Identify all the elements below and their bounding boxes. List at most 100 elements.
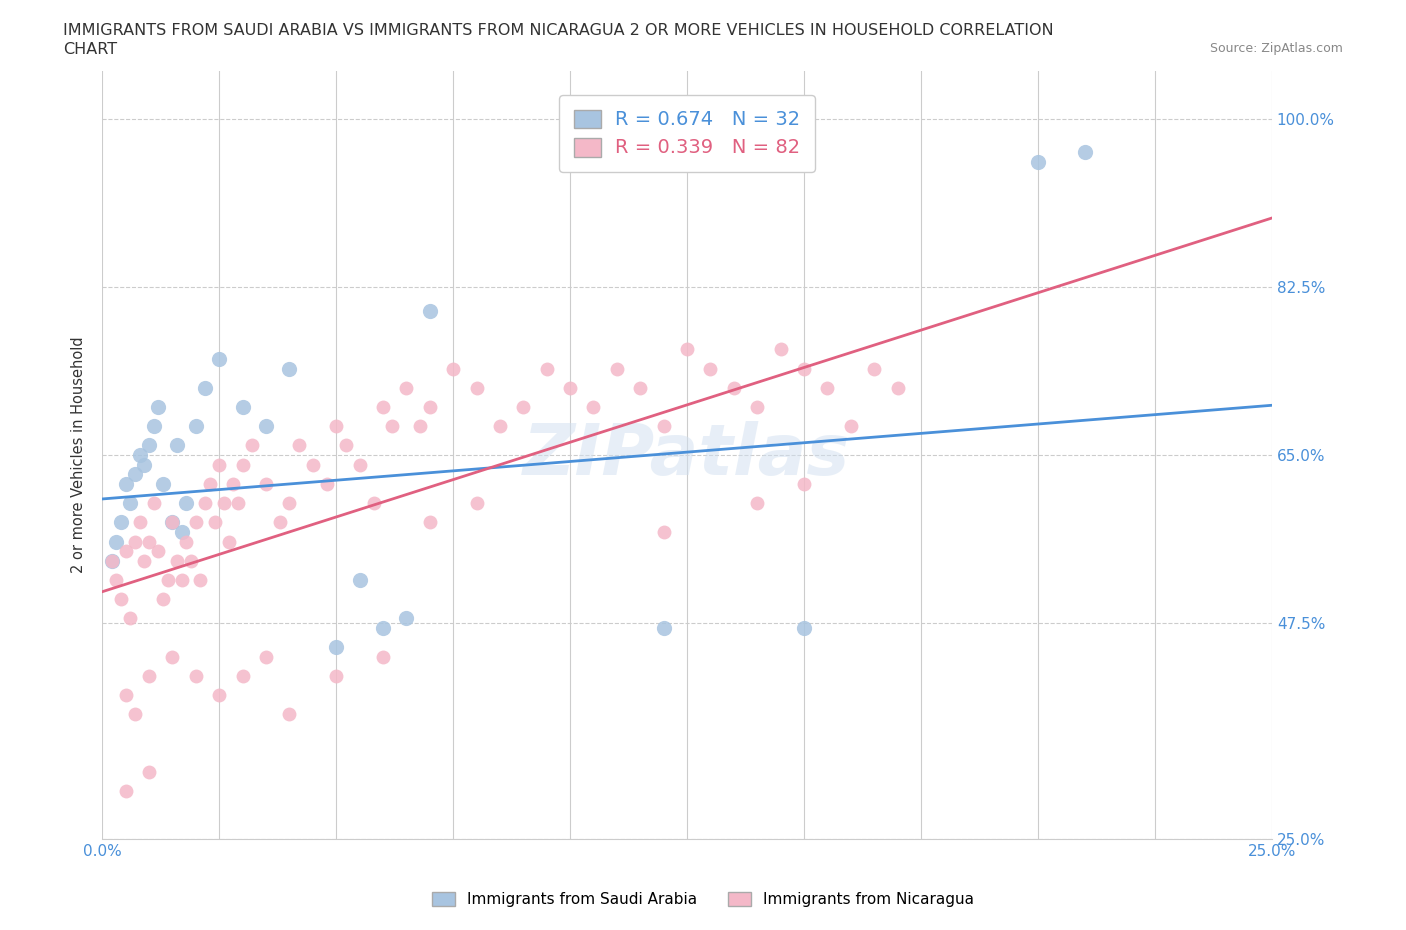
Point <box>124 707 146 722</box>
Point <box>489 418 512 433</box>
Point <box>839 418 862 433</box>
Point <box>301 458 323 472</box>
Point <box>558 380 581 395</box>
Point <box>148 400 170 415</box>
Point <box>170 525 193 539</box>
Point <box>120 496 142 511</box>
Point <box>232 669 254 684</box>
Point <box>652 525 675 539</box>
Point <box>769 342 792 357</box>
Point <box>325 669 347 684</box>
Point <box>793 620 815 635</box>
Point <box>419 400 441 415</box>
Point <box>105 573 128 588</box>
Point <box>142 418 165 433</box>
Point <box>184 515 207 530</box>
Point <box>441 361 464 376</box>
Point <box>194 496 217 511</box>
Point <box>793 361 815 376</box>
Point <box>208 688 231 703</box>
Point <box>254 418 277 433</box>
Point <box>465 496 488 511</box>
Point <box>699 361 721 376</box>
Point <box>582 400 605 415</box>
Point <box>176 534 198 549</box>
Point <box>1074 145 1097 160</box>
Point <box>184 669 207 684</box>
Point <box>184 418 207 433</box>
Point <box>349 573 371 588</box>
Point <box>815 380 838 395</box>
Point <box>194 380 217 395</box>
Point <box>240 438 263 453</box>
Point <box>208 352 231 366</box>
Point <box>363 496 385 511</box>
Point <box>100 553 122 568</box>
Point <box>162 515 184 530</box>
Point <box>170 573 193 588</box>
Point <box>606 361 628 376</box>
Point <box>419 303 441 318</box>
Point <box>114 544 136 559</box>
Point <box>886 380 908 395</box>
Point <box>138 669 160 684</box>
Point <box>278 496 301 511</box>
Point <box>652 418 675 433</box>
Point <box>349 458 371 472</box>
Point <box>134 553 156 568</box>
Point <box>409 418 432 433</box>
Point <box>204 515 226 530</box>
Point <box>232 458 254 472</box>
Point <box>419 515 441 530</box>
Point <box>254 476 277 491</box>
Point <box>110 591 132 606</box>
Text: ZIPatlas: ZIPatlas <box>523 420 851 489</box>
Point <box>232 400 254 415</box>
Point <box>536 361 558 376</box>
Point <box>747 400 769 415</box>
Point <box>114 476 136 491</box>
Text: Source: ZipAtlas.com: Source: ZipAtlas.com <box>1209 42 1343 55</box>
Point <box>315 476 337 491</box>
Point <box>162 515 184 530</box>
Point <box>138 438 160 453</box>
Point <box>325 640 347 655</box>
Point <box>628 380 651 395</box>
Legend: R = 0.674   N = 32, R = 0.339   N = 82: R = 0.674 N = 32, R = 0.339 N = 82 <box>560 95 815 172</box>
Point <box>208 458 231 472</box>
Point <box>176 496 198 511</box>
Point <box>465 380 488 395</box>
Point <box>212 496 235 511</box>
Point <box>128 515 150 530</box>
Point <box>325 418 347 433</box>
Text: CHART: CHART <box>63 42 117 57</box>
Point <box>148 544 170 559</box>
Point <box>371 400 394 415</box>
Point <box>269 515 291 530</box>
Point <box>152 591 174 606</box>
Point <box>226 496 249 511</box>
Point <box>652 923 675 930</box>
Text: IMMIGRANTS FROM SAUDI ARABIA VS IMMIGRANTS FROM NICARAGUA 2 OR MORE VEHICLES IN : IMMIGRANTS FROM SAUDI ARABIA VS IMMIGRAN… <box>63 23 1054 38</box>
Point <box>120 611 142 626</box>
Point <box>114 688 136 703</box>
Point <box>278 707 301 722</box>
Point <box>190 573 212 588</box>
Point <box>114 784 136 799</box>
Point <box>254 649 277 664</box>
Point <box>105 534 128 549</box>
Legend: Immigrants from Saudi Arabia, Immigrants from Nicaragua: Immigrants from Saudi Arabia, Immigrants… <box>426 885 980 913</box>
Point <box>335 438 357 453</box>
Point <box>863 361 886 376</box>
Point <box>381 418 404 433</box>
Point <box>222 476 245 491</box>
Y-axis label: 2 or more Vehicles in Household: 2 or more Vehicles in Household <box>72 337 86 574</box>
Point <box>180 553 202 568</box>
Point <box>1026 154 1049 169</box>
Point <box>747 496 769 511</box>
Point <box>652 620 675 635</box>
Point <box>287 438 309 453</box>
Point <box>156 573 179 588</box>
Point <box>134 458 156 472</box>
Point <box>218 534 240 549</box>
